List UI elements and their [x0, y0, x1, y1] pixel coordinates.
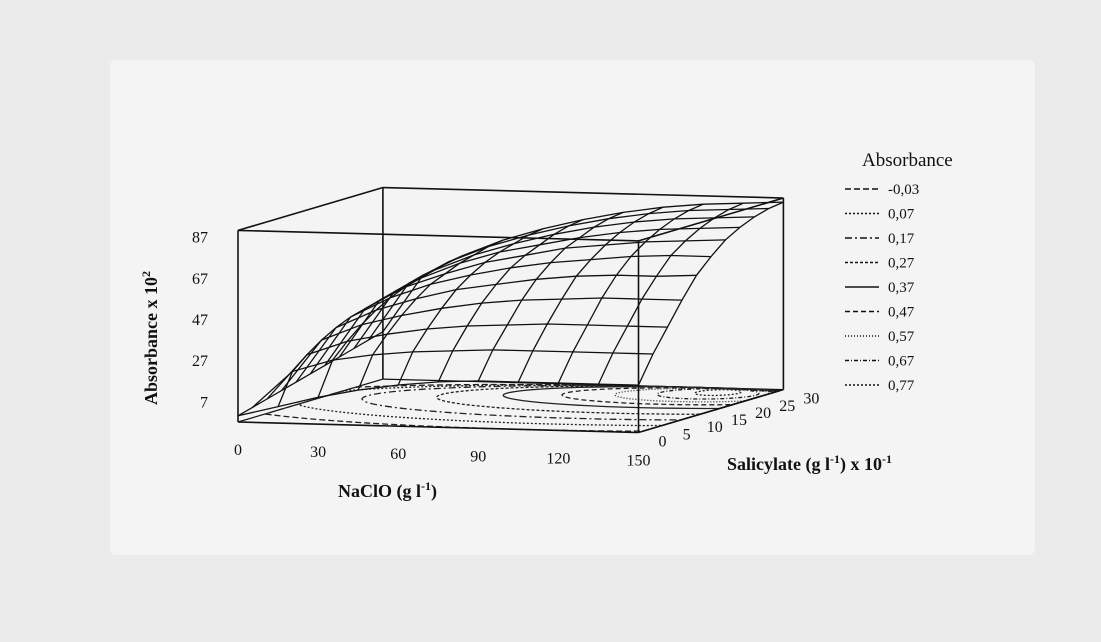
mesh-line-y — [437, 219, 584, 383]
contour-line — [656, 388, 760, 400]
y-tick-label: 25 — [779, 398, 795, 415]
legend-label: 0,37 — [888, 280, 915, 296]
top-right-depth-edge — [638, 197, 784, 242]
y-tick-label: 0 — [659, 434, 667, 451]
mesh-line-y — [277, 274, 424, 407]
surface-mesh — [237, 201, 784, 417]
top-left-depth-edge — [237, 186, 384, 232]
legend-label: 0,67 — [888, 354, 915, 370]
front-box-edges — [237, 197, 784, 434]
mesh-line-y — [357, 239, 504, 391]
mesh-line-y — [317, 254, 464, 398]
x-tick-label: 0 — [234, 442, 242, 459]
front-top-edge — [237, 229, 639, 242]
contour-line — [561, 387, 777, 406]
mesh-line-y — [557, 203, 704, 384]
legend-label: 0,27 — [888, 256, 915, 272]
floor-left-edge — [237, 378, 384, 423]
x-tick-label: 150 — [627, 453, 651, 470]
y-axis-title: Salicylate (g l-1) x 10-1 — [727, 452, 892, 475]
legend-title: Absorbance — [862, 150, 953, 171]
x-tick-label: 60 — [390, 446, 406, 463]
floor-front-edge — [237, 421, 639, 434]
y-tick-label: 10 — [707, 419, 723, 436]
legend-label: 0,47 — [888, 305, 915, 321]
x-tick-label: 120 — [546, 450, 570, 467]
axis-box — [237, 186, 785, 423]
x-tick-label: 30 — [310, 444, 326, 461]
figure-panel — [110, 60, 1035, 555]
contour-line — [435, 385, 781, 415]
y-tick-label: 30 — [803, 391, 819, 408]
y-tick-label: 20 — [755, 405, 771, 422]
back-top-edge — [382, 186, 784, 199]
z-axis-title: Absorbance x 102 — [139, 271, 161, 405]
z-tick-label: 7 — [200, 394, 208, 411]
z-tick-label: 67 — [192, 271, 208, 288]
mesh-line-y — [517, 206, 664, 383]
mesh-line-x — [280, 297, 683, 392]
contour-line — [614, 387, 774, 403]
y-tick-label: 15 — [731, 412, 747, 429]
floor-right-edge — [638, 388, 784, 434]
legend-label: 0,57 — [888, 329, 915, 345]
mesh-line-x — [295, 274, 697, 383]
x-tick-label: 90 — [470, 448, 486, 465]
mesh-line-x — [353, 216, 755, 349]
mesh-line-y — [397, 228, 544, 386]
y-tick-label: 5 — [683, 426, 691, 443]
mesh-line-y — [637, 201, 784, 386]
mesh-line-y — [477, 211, 624, 382]
mesh-line-y — [237, 331, 384, 417]
legend-label: 0,17 — [888, 231, 915, 247]
z-tick-label: 27 — [192, 353, 208, 370]
z-tick-label: 47 — [192, 312, 208, 329]
mesh-line-y — [597, 202, 744, 385]
legend-label: 0,07 — [888, 207, 915, 223]
contour-line — [693, 388, 743, 397]
mesh-line-x — [309, 254, 712, 375]
contour-line — [361, 384, 780, 421]
legend: -0,03 0,07 0,17 0,27 0,37 0,47 0,57 0,67 0,77 — [845, 182, 919, 394]
x-axis-title: NaClO (g l-1) — [338, 479, 437, 502]
legend-label: 0,77 — [888, 378, 915, 394]
z-tick-label: 87 — [192, 230, 208, 247]
legend-label: -0,03 — [888, 182, 919, 198]
